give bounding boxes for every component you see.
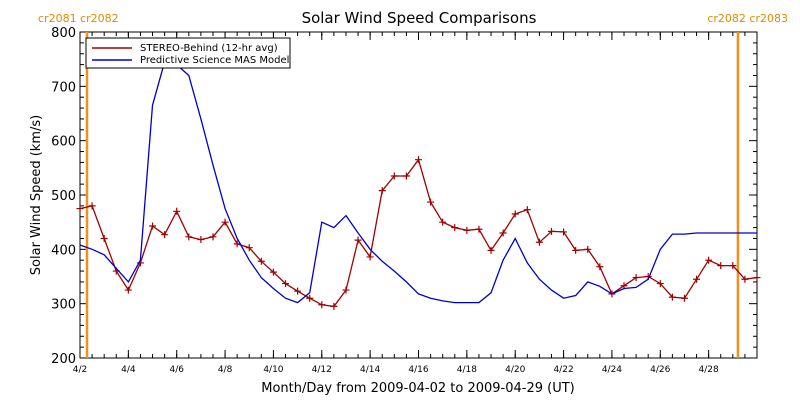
data-point-marker (511, 210, 519, 218)
data-point-marker (257, 257, 265, 265)
data-point-marker (390, 172, 398, 180)
data-point-marker (415, 156, 422, 164)
legend: STEREO-Behind (12-hr avg) Predictive Sci… (85, 37, 291, 69)
x-tick-label: 4/20 (505, 365, 525, 375)
y-tick-label: 200 (51, 352, 76, 367)
data-point-marker (705, 256, 713, 264)
y-tick-label: 800 (51, 26, 76, 41)
series-line-stereo (79, 158, 758, 308)
data-point-marker (209, 233, 217, 241)
data-point-marker (161, 231, 169, 239)
data-point-marker (342, 286, 350, 294)
data-point-marker (330, 302, 338, 310)
x-tick-label: 4/10 (263, 365, 283, 375)
data-point-marker (100, 234, 108, 242)
data-point-marker (427, 198, 435, 206)
y-axis-ticks: 200 300 400 500 600 700 800 (51, 26, 757, 367)
data-point-marker (523, 206, 531, 214)
x-axis-label: Month/Day from 2009-04-02 to 2009-04-29 … (261, 381, 574, 396)
x-tick-label: 4/22 (553, 365, 573, 375)
x-tick-label: 4/24 (602, 365, 622, 375)
y-tick-label: 300 (51, 298, 76, 313)
data-point-marker (88, 202, 96, 210)
data-point-marker (560, 228, 568, 236)
data-point-marker (547, 227, 555, 235)
data-point-marker (439, 218, 447, 226)
data-point-marker (535, 238, 543, 246)
x-tick-label: 4/12 (312, 365, 332, 375)
legend-box (85, 37, 291, 69)
data-point-marker (221, 218, 229, 226)
data-point-marker (753, 274, 761, 282)
data-point-marker (294, 287, 302, 295)
x-tick-label: 4/26 (650, 365, 670, 375)
x-tick-label: 4/2 (73, 365, 87, 375)
data-point-marker (185, 233, 193, 241)
data-point-marker (596, 263, 604, 271)
data-point-marker (632, 274, 640, 282)
data-point-marker (76, 205, 84, 213)
data-point-marker (282, 280, 290, 288)
data-point-marker (378, 187, 386, 195)
series-line-mas-model (79, 61, 757, 304)
data-point-marker (318, 301, 326, 309)
x-tick-label: 4/14 (360, 365, 380, 375)
data-point-marker (584, 245, 592, 253)
data-point-marker (693, 275, 701, 283)
data-point-marker (245, 244, 253, 252)
data-point-marker (656, 280, 664, 288)
x-tick-label: 4/4 (121, 365, 136, 375)
legend-label-stereo: STEREO-Behind (12-hr avg) (140, 43, 278, 54)
x-tick-label: 4/8 (218, 365, 233, 375)
data-point-marker (149, 222, 157, 230)
data-point-marker (124, 286, 132, 294)
data-point-marker (729, 262, 737, 270)
x-tick-label: 4/18 (457, 365, 477, 375)
data-point-marker (741, 275, 749, 283)
data-point-marker (499, 229, 507, 237)
data-point-marker (572, 246, 580, 254)
data-point-marker (717, 262, 725, 270)
data-point-marker (680, 294, 688, 302)
series-layer (76, 61, 761, 310)
x-axis-ticks: 4/2 4/4 4/6 4/8 4/10 4/12 4/14 4/16 4/18 4/20 4/22… (73, 32, 758, 375)
data-point-marker (402, 172, 410, 180)
y-tick-label: 600 (51, 135, 76, 150)
carrington-label-right: cr2082 cr2083 (707, 12, 788, 25)
data-point-marker (487, 246, 495, 254)
x-tick-label: 4/16 (408, 365, 428, 375)
y-axis-label: Solar Wind Speed (km/s) (29, 115, 44, 275)
data-point-marker (269, 268, 277, 276)
data-point-marker (173, 207, 181, 215)
data-point-marker (354, 236, 362, 244)
x-tick-label: 4/6 (169, 365, 184, 375)
data-point-marker (306, 294, 314, 302)
data-point-marker (668, 293, 676, 301)
chart-title: Solar Wind Speed Comparisons (302, 9, 537, 27)
data-point-marker (451, 224, 459, 232)
y-tick-label: 400 (51, 243, 76, 258)
data-point-marker (475, 225, 483, 233)
x-tick-label: 4/28 (699, 365, 719, 375)
carrington-rotation-lines (85, 32, 740, 358)
data-point-marker (197, 236, 205, 244)
data-point-marker (366, 253, 374, 261)
y-tick-label: 700 (51, 80, 76, 95)
legend-label-mas-model: Predictive Science MAS Model (140, 55, 289, 66)
carrington-label-left: cr2081 cr2082 (38, 12, 119, 25)
data-point-marker (463, 226, 471, 234)
plot-area-frame (79, 31, 758, 359)
y-tick-label: 500 (51, 189, 76, 204)
